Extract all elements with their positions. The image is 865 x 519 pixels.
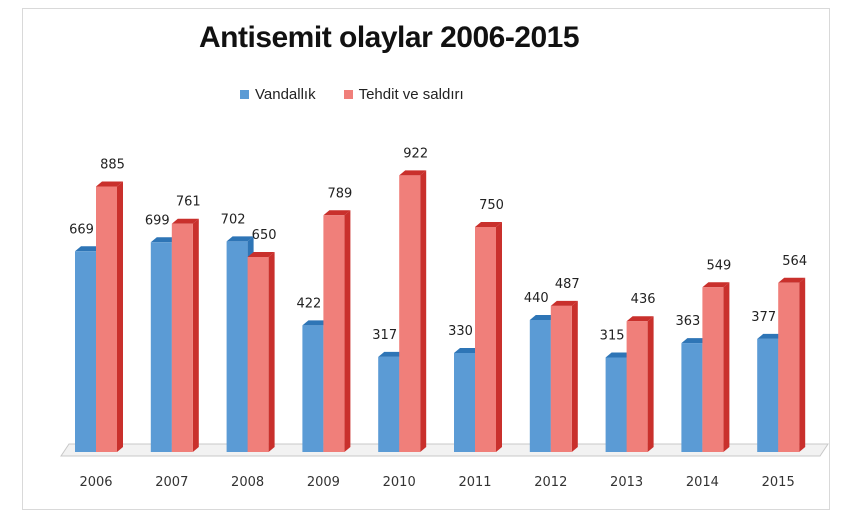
bar-top-vandallik-2012 — [529, 315, 557, 320]
data-label-vandallik-2012: 440 — [524, 291, 549, 306]
bar-side-tehdit-2012 — [571, 300, 578, 452]
chart-legend: Vandallık Tehdit ve saldırı — [240, 86, 492, 103]
x-tick-label-2009: 2009 — [307, 475, 340, 490]
x-tick-label-2015: 2015 — [762, 475, 795, 490]
bar-side-tehdit-2008 — [268, 252, 275, 452]
bar-tehdit-2009 — [323, 215, 345, 452]
bar-top-vandallik-2014 — [681, 338, 709, 344]
legend-item-tehdit: Tehdit ve saldırı — [343, 86, 464, 103]
data-label-vandallik-2011: 330 — [448, 324, 473, 339]
bar-top-tehdit-2006 — [96, 181, 123, 187]
bar-vandallik-2014 — [681, 343, 703, 452]
bar-side-tehdit-2014 — [723, 282, 730, 452]
bar-tehdit-2015 — [778, 282, 800, 452]
legend-label-vandallik: Vandallık — [255, 86, 316, 103]
bar-top-vandallik-2010 — [378, 351, 406, 357]
legend-label-tehdit: Tehdit ve saldırı — [358, 86, 464, 103]
data-label-vandallik-2010: 317 — [372, 328, 397, 343]
legend-item-vandallik: Vandallık — [240, 86, 316, 103]
data-label-tehdit-2009: 789 — [327, 186, 352, 201]
bar-side-tehdit-2007 — [192, 218, 199, 452]
bar-top-vandallik-2006 — [75, 246, 102, 252]
bar-vandallik-2010 — [378, 356, 400, 452]
x-tick-label-2008: 2008 — [231, 475, 264, 490]
bar-vandallik-2006 — [75, 251, 96, 452]
bar-top-vandallik-2011 — [454, 348, 481, 353]
bar-side-tehdit-2011 — [496, 222, 502, 452]
x-tick-label-2012: 2012 — [534, 475, 567, 490]
data-label-tehdit-2010: 922 — [403, 146, 428, 161]
bar-top-tehdit-2012 — [550, 300, 578, 306]
bar-side-tehdit-2009 — [344, 210, 351, 452]
bar-top-tehdit-2009 — [323, 210, 351, 216]
data-label-vandallik-2013: 315 — [600, 329, 625, 344]
bar-tehdit-2007 — [171, 223, 193, 452]
legend-swatch-vandallik — [240, 90, 249, 99]
bar-tehdit-2014 — [702, 287, 724, 452]
data-label-vandallik-2006: 669 — [69, 222, 94, 237]
bar-tehdit-2006 — [96, 186, 117, 452]
bar-top-vandallik-2013 — [605, 352, 633, 358]
bar-side-tehdit-2013 — [647, 316, 654, 452]
x-tick-label-2007: 2007 — [155, 475, 188, 490]
bar-side-tehdit-2006 — [117, 181, 123, 452]
bar-tehdit-2012 — [550, 305, 572, 452]
bar-vandallik-2007 — [150, 242, 172, 452]
bar-top-tehdit-2011 — [475, 222, 502, 227]
data-label-vandallik-2009: 422 — [296, 296, 321, 311]
bar-top-tehdit-2015 — [778, 277, 806, 283]
bar-vandallik-2012 — [529, 320, 551, 452]
data-label-vandallik-2008: 702 — [221, 212, 246, 227]
data-label-tehdit-2007: 761 — [176, 195, 201, 210]
bar-vandallik-2009 — [302, 325, 324, 452]
bar-top-vandallik-2009 — [302, 320, 330, 326]
data-label-vandallik-2015: 377 — [751, 310, 776, 325]
data-label-vandallik-2014: 363 — [675, 314, 700, 329]
bar-top-tehdit-2014 — [702, 282, 730, 288]
bar-top-vandallik-2015 — [757, 333, 785, 339]
x-tick-label-2014: 2014 — [686, 475, 719, 490]
bar-tehdit-2011 — [475, 227, 496, 452]
bar-top-vandallik-2007 — [150, 237, 178, 243]
bar-vandallik-2015 — [757, 338, 779, 452]
data-label-tehdit-2006: 885 — [100, 158, 125, 173]
x-tick-label-2006: 2006 — [79, 475, 112, 490]
bar-side-tehdit-2015 — [799, 277, 806, 452]
bar-top-tehdit-2013 — [626, 316, 654, 322]
bar-tehdit-2010 — [399, 175, 421, 452]
legend-swatch-tehdit — [343, 90, 353, 99]
data-label-tehdit-2014: 549 — [706, 258, 731, 273]
data-label-vandallik-2007: 699 — [145, 213, 170, 228]
data-label-tehdit-2015: 564 — [782, 254, 807, 269]
bar-top-tehdit-2007 — [171, 218, 199, 224]
data-label-tehdit-2011: 750 — [479, 198, 504, 213]
bar-top-tehdit-2008 — [247, 252, 275, 257]
data-label-tehdit-2008: 650 — [252, 228, 277, 243]
bar-tehdit-2013 — [626, 321, 648, 452]
bar-top-tehdit-2010 — [399, 170, 427, 176]
data-label-tehdit-2012: 487 — [555, 277, 580, 292]
bar-vandallik-2008 — [226, 241, 248, 452]
bar-top-vandallik-2008 — [226, 236, 254, 242]
bar-side-tehdit-2010 — [420, 170, 427, 452]
x-tick-label-2011: 2011 — [458, 475, 491, 490]
data-label-tehdit-2013: 436 — [631, 292, 656, 307]
x-tick-label-2013: 2013 — [610, 475, 643, 490]
bar-tehdit-2008 — [247, 257, 269, 452]
x-tick-label-2010: 2010 — [383, 475, 416, 490]
bar-vandallik-2013 — [605, 357, 627, 452]
chart-title: Antisemit olaylar 2006-2015 — [199, 21, 580, 54]
bar-vandallik-2011 — [454, 353, 475, 452]
